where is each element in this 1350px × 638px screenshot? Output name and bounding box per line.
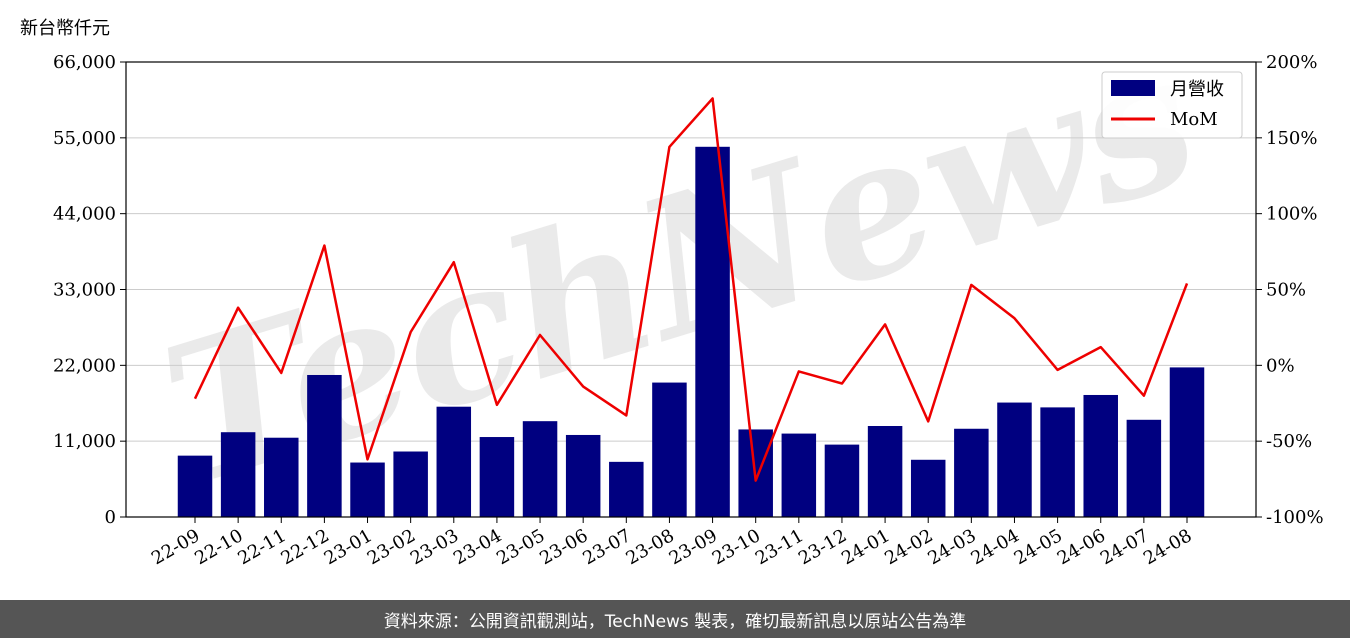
x-tick-label: 23-03 [407,525,462,569]
x-tick-label: 23-10 [709,525,764,569]
mom-line [193,97,1189,482]
revenue-bar [954,428,989,517]
legend-bar-swatch [1111,80,1155,96]
y-left-tick-label: 55,000 [53,128,116,149]
x-tick-label: 23-09 [666,525,721,569]
x-tick-label: 24-07 [1097,525,1152,569]
x-tick-label: 23-02 [364,525,419,569]
revenue-bar [1040,407,1075,517]
chart-area: 新台幣仟元 TechNews 0 11,000 22,000 33,000 44,000 5… [20,5,1324,569]
legend-bar-label: 月營收 [1170,79,1224,100]
y-right-tick-label: 100% [1266,204,1317,225]
x-tick-label: 22-12 [277,525,332,569]
y-right-tick-label: 50% [1266,280,1306,301]
revenue-bar [1169,367,1205,517]
x-tick-label: 24-01 [838,525,893,569]
y-right-tick-label: -50% [1266,431,1312,452]
revenue-bar [867,426,903,517]
x-tick-label: 23-05 [493,525,548,569]
revenue-bar [436,406,472,517]
y-right-tick-label: -100% [1266,507,1324,528]
x-tick-label: 22-10 [191,525,246,569]
revenue-bar [565,434,601,517]
y-right-tick-label: 0% [1266,355,1295,376]
y-axis-unit-label: 新台幣仟元 [20,18,110,39]
y-left-tick-label: 22,000 [53,355,116,376]
revenue-bar [177,455,213,517]
x-tick-label: 23-12 [795,525,850,569]
source-footer-text: 資料來源：公開資訊觀測站，TechNews 製表，確切最新訊息以原站公告為準 [383,611,967,632]
revenue-bar [264,437,299,517]
x-tick-label: 23-08 [622,525,677,569]
revenue-bar [479,437,515,517]
revenue-bar [609,461,644,517]
revenue-bar [220,432,256,517]
x-tick-label: 24-03 [924,525,979,569]
x-tick-label: 22-09 [148,525,203,569]
revenue-bar [652,382,687,517]
source-footer: 資料來源：公開資訊觀測站，TechNews 製表，確切最新訊息以原站公告為準 [0,600,1350,638]
x-tick-label: 23-07 [579,525,634,569]
x-tick-label: 24-06 [1054,525,1109,569]
revenue-bar [997,402,1032,517]
y-right-tick-label: 150% [1266,128,1317,149]
revenue-bar [1126,419,1162,517]
y-left-tick-label: 33,000 [53,280,116,301]
x-tick-label: 23-06 [536,525,591,569]
revenue-bar [307,374,342,517]
y-left-tick-label: 44,000 [53,204,116,225]
y-left-tick-label: 11,000 [53,431,116,452]
x-tick-label: 24-08 [1140,525,1195,569]
legend-line-label: MoM [1170,109,1218,130]
revenue-bar [393,451,428,517]
x-tick-label: 23-11 [752,525,807,569]
revenue-bar [910,459,946,517]
y-left-tick-label: 0 [105,507,116,528]
y-left-tick-label: 66,000 [53,52,116,73]
x-tick-label: 22-11 [234,525,289,569]
revenue-bar [522,421,558,517]
x-tick-label: 24-04 [968,525,1023,569]
revenue-bar [781,433,817,517]
x-tick-label: 23-04 [450,525,505,569]
revenue-bar [350,462,385,517]
x-tick-label: 23-01 [321,525,376,569]
x-tick-label: 24-05 [1011,525,1066,569]
revenue-chart: TechNews011,00022,00033,00044,00055,0006… [53,5,1324,569]
revenue-bar [824,444,860,517]
revenue-bar [1083,394,1118,517]
x-tick-label: 24-02 [881,525,936,569]
legend: 月營收 MoM [1101,71,1243,139]
y-right-tick-label: 200% [1266,52,1317,73]
